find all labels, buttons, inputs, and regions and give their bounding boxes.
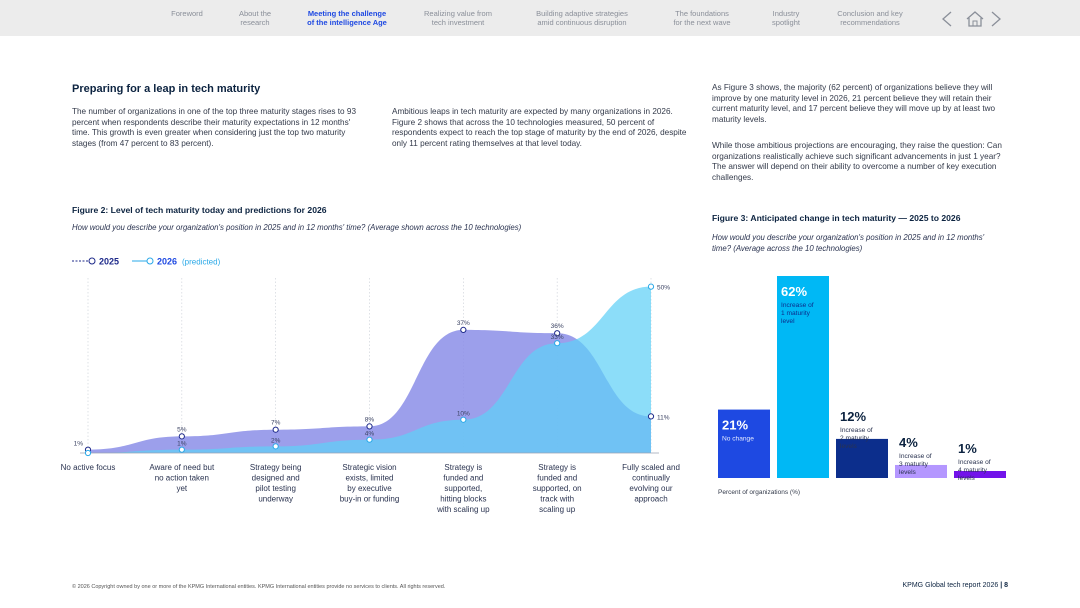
category-label-3: Strategic vision exists, limited by execut… xyxy=(340,463,400,504)
figure2-subtitle: How would you describe your organization… xyxy=(72,223,522,232)
paragraph-ambitious-leaps: Ambitious leaps in tech maturity are exp… xyxy=(392,107,687,148)
bar-value-2: 12% xyxy=(840,409,866,424)
bar-value-0: 21% xyxy=(722,418,748,433)
paragraph-figure3-summary: As Figure 3 shows, the majority (62 perc… xyxy=(712,83,996,124)
point-2025-4 xyxy=(460,326,467,333)
bar-category-3: Increase of 3 maturity levels xyxy=(899,453,932,476)
bar-4 xyxy=(954,471,1006,478)
nav-icons xyxy=(940,10,1010,28)
paragraph-projections: While those ambitious projections are en… xyxy=(712,141,1002,182)
bar-0 xyxy=(718,409,770,478)
point-label-2025-6: 11% xyxy=(657,414,670,421)
footer-copyright: © 2026 Copyright owned by one or more of… xyxy=(72,584,446,590)
point-label-2026-1: 1% xyxy=(177,441,187,448)
report-title: KPMG Global tech report 2026 xyxy=(902,582,999,589)
nav-item-1[interactable]: About the research xyxy=(238,9,272,27)
bar-category-1: Increase of 1 maturity level xyxy=(781,302,814,325)
nav-item-2[interactable]: Meeting the challenge of the intelligenc… xyxy=(307,9,387,27)
top-navigation-bar: Foreword About the research Meeting the ch… xyxy=(0,0,1080,36)
point-2025-6 xyxy=(647,413,655,420)
point-label-2025-5: 36% xyxy=(551,323,564,330)
point-2025-3 xyxy=(366,423,373,430)
figure2-title: Figure 2: Level of tech maturity today a… xyxy=(72,205,327,215)
legend-label-predicted: (predicted) xyxy=(182,258,221,267)
figure3-subtitle: How would you describe your organization… xyxy=(712,233,985,253)
point-label-2026-3: 4% xyxy=(365,431,375,438)
figure2-legend: 2025 2026 (predicted) xyxy=(72,257,221,267)
category-label-0: No active focus xyxy=(61,463,116,472)
legend-label-2026: 2026 xyxy=(157,257,177,267)
category-label-2: Strategy being designed and pilot testing u… xyxy=(250,463,302,504)
bar-value-4: 1% xyxy=(958,441,977,456)
category-label-1: Aware of need but no action taken yet xyxy=(149,463,215,493)
point-2026-0 xyxy=(84,449,92,457)
category-label-4: Strategy is funded and supported, hitting b… xyxy=(436,463,490,514)
point-2026-6 xyxy=(647,283,655,290)
bar-category-2: Increase of 2 maturity levels xyxy=(840,427,873,450)
section-title: Preparing for a leap in tech maturity xyxy=(72,83,261,95)
category-label-6: Fully scaled and continually evolving our a… xyxy=(622,463,680,504)
figure3-axis-note: Percent of organizations (%) xyxy=(718,489,800,496)
point-label-2026-6: 50% xyxy=(657,285,670,292)
bar-value-1: 62% xyxy=(781,284,807,299)
legend-label-2025: 2025 xyxy=(99,257,119,267)
bar-3 xyxy=(895,464,947,478)
next-arrow-icon[interactable] xyxy=(991,11,1001,27)
point-label-2025-2: 7% xyxy=(271,420,281,427)
area-2026 xyxy=(88,286,651,453)
nav-item-3[interactable]: Realizing value from tech investment xyxy=(424,9,492,27)
footer-report: KPMG Global tech report 2026 | 8 xyxy=(902,582,1008,589)
bar-1 xyxy=(777,276,829,478)
bar-value-3: 4% xyxy=(899,435,918,450)
point-label-2025-3: 8% xyxy=(365,416,375,423)
paragraph-maturity-stages: The number of organizations in one of th… xyxy=(72,107,356,148)
point-label-2026-2: 2% xyxy=(271,437,281,444)
point-2026-1 xyxy=(178,446,185,453)
point-label-2025-0: 1% xyxy=(74,441,84,448)
home-icon[interactable] xyxy=(966,11,984,27)
point-2026-4 xyxy=(460,416,467,423)
nav-item-4[interactable]: Building adaptive strategies amid contin… xyxy=(536,9,628,27)
point-2025-1 xyxy=(178,433,185,440)
point-2026-2 xyxy=(272,443,279,450)
point-2025-2 xyxy=(272,426,279,433)
point-2026-3 xyxy=(366,436,373,443)
bar-category-4: Increase of 4 maturity levels xyxy=(958,459,991,482)
page-number: 8 xyxy=(1004,582,1008,589)
nav-item-7[interactable]: Conclusion and key recommendations xyxy=(837,9,903,27)
point-label-2025-1: 5% xyxy=(177,426,187,433)
figure3-title: Figure 3: Anticipated change in tech mat… xyxy=(712,213,961,223)
figure3-bar-chart: 21% No change 62% Increase of 1 maturity leve… xyxy=(718,276,1006,496)
point-label-2026-4: 10% xyxy=(457,411,470,418)
point-label-2025-4: 37% xyxy=(457,320,470,327)
bar-2 xyxy=(836,438,888,478)
point-label-2026-5: 33% xyxy=(551,334,564,341)
nav-item-5[interactable]: The foundations for the next wave xyxy=(673,9,731,27)
point-2026-5 xyxy=(554,340,561,347)
nav-item-6[interactable]: Industry spotlight xyxy=(772,9,800,27)
category-label-5: Strategy is funded and supported, on track … xyxy=(533,463,582,514)
bar-category-0: No change xyxy=(722,436,754,443)
point-2025-5 xyxy=(554,330,561,337)
prev-arrow-icon[interactable] xyxy=(942,11,952,27)
nav-item-0[interactable]: Foreword xyxy=(171,9,203,18)
figure2-area-chart: 1% 5% 7% 8% 37% 36% 11% 1% 2% 4% 10% 33% 50% No activ… xyxy=(61,257,680,515)
